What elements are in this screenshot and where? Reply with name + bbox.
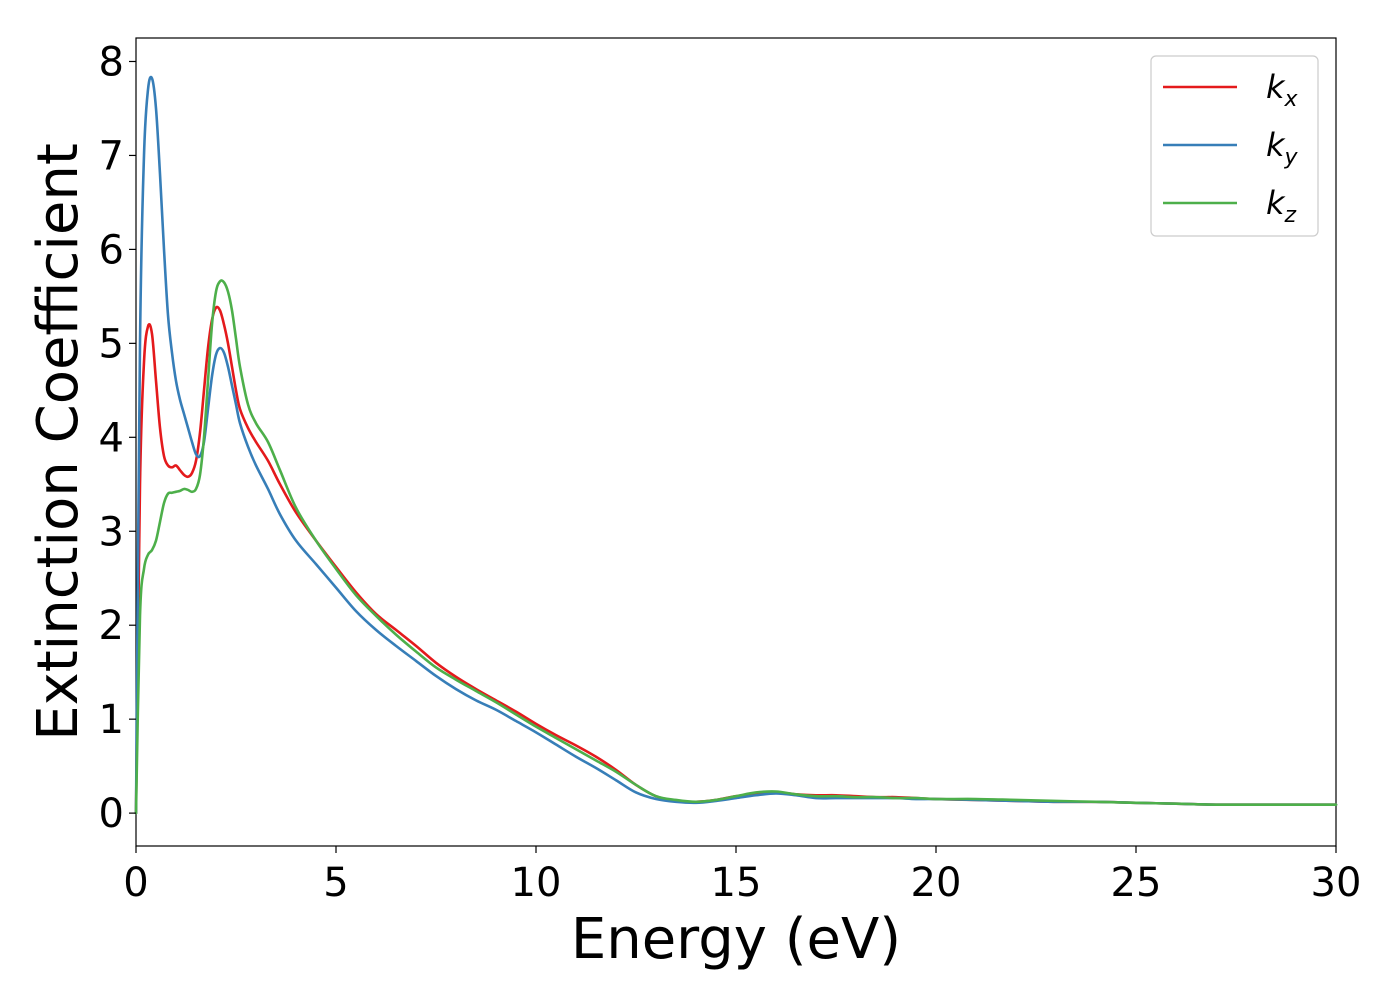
x-tick-label: 25 — [1111, 860, 1162, 906]
y-tick-label: 6 — [99, 227, 124, 273]
x-tick-label: 20 — [911, 860, 962, 906]
y-axis-title: Extinction Coefficient — [26, 143, 91, 741]
series-line-kz — [134, 279, 1338, 815]
y-tick-label: 2 — [99, 603, 124, 649]
x-tick-label: 10 — [511, 860, 562, 906]
y-tick-label: 7 — [99, 133, 124, 179]
y-tick-label: 1 — [99, 697, 124, 743]
x-axis-title: Energy (eV) — [571, 907, 901, 972]
y-tick-label: 4 — [99, 415, 124, 461]
x-tick-label: 0 — [123, 860, 148, 906]
legend-label-kz: kz — [1266, 184, 1297, 228]
series-lines — [134, 75, 1338, 815]
y-tick-label: 5 — [99, 321, 124, 367]
legend: kx ky kz — [1150, 55, 1319, 237]
series-line-kx — [134, 305, 1338, 815]
legend-label-ky: ky — [1266, 126, 1299, 170]
y-tick-label: 0 — [99, 791, 124, 837]
x-axis-ticks: 0 5 10 15 20 25 30 — [123, 846, 1361, 906]
x-tick-label: 5 — [323, 860, 348, 906]
y-axis-ticks: 0 1 2 3 4 5 6 7 8 — [99, 39, 136, 837]
y-tick-label: 3 — [99, 509, 124, 555]
y-tick-label: 8 — [99, 39, 124, 85]
x-tick-label: 30 — [1311, 860, 1362, 906]
x-tick-label: 15 — [711, 860, 762, 906]
legend-label-kx: kx — [1266, 68, 1299, 112]
